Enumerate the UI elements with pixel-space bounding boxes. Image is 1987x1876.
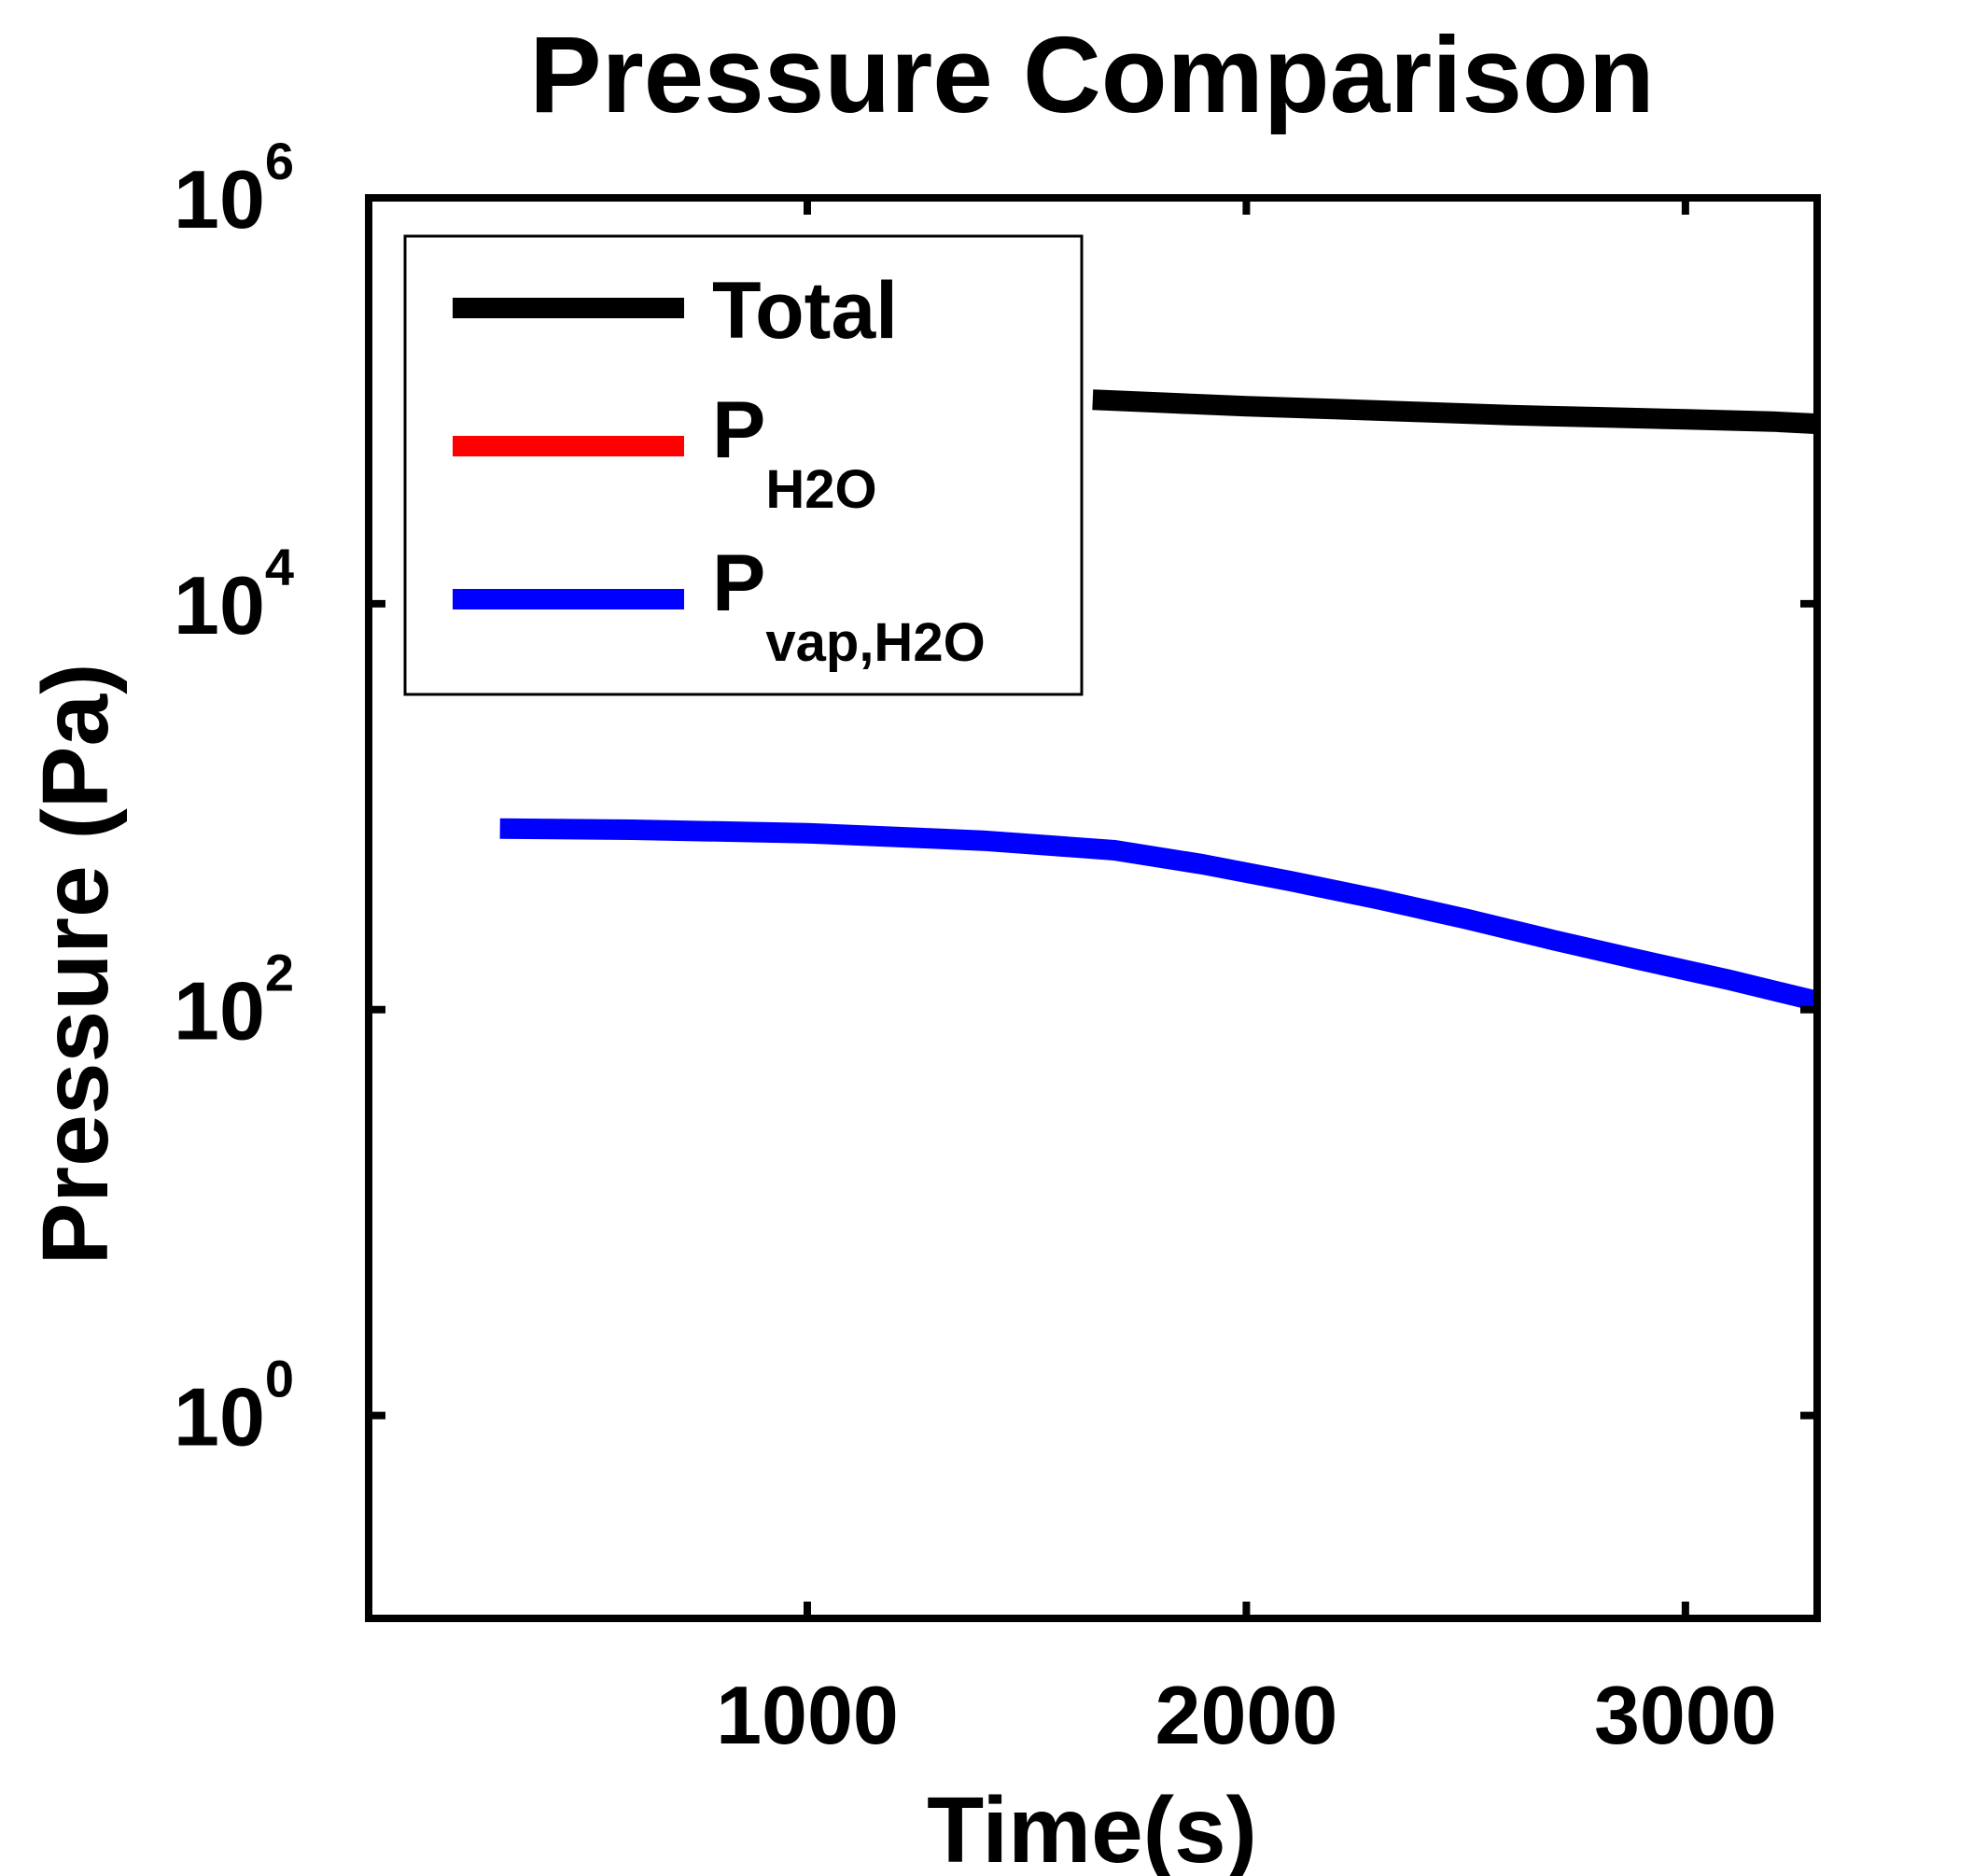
legend-label-total: Total: [712, 266, 898, 356]
series-line-2: [499, 818, 1820, 1012]
y-axis-label: Pressure (Pa): [23, 664, 128, 1266]
y-tick-label-2: 104: [174, 538, 294, 651]
legend-label-pvap-h2o: Pvap,H2O: [712, 539, 986, 673]
y-tick-label-0: 100: [174, 1350, 294, 1463]
x-tick-label-1: 2000: [1155, 1669, 1338, 1761]
y-tick-label-1: 102: [174, 944, 294, 1057]
chart-title: Pressure Comparison: [529, 14, 1655, 135]
legend-item-pvap-h2o: Pvap,H2O: [453, 539, 986, 673]
legend-item-ph2o: PH2O: [453, 385, 877, 520]
series-layer: [499, 389, 1820, 1012]
legend-item-total: Total: [453, 266, 898, 356]
x-tick-label-2: 3000: [1594, 1669, 1777, 1761]
y-tick-label-3: 106: [174, 132, 294, 245]
tick-layer: 1000 2000 3000 100 102 104 106: [174, 132, 1817, 1761]
x-tick-label-0: 1000: [716, 1669, 899, 1761]
plot-frame: [365, 194, 1821, 1622]
legend-label-ph2o: PH2O: [712, 385, 877, 520]
x-axis-label: Time(s): [927, 1778, 1257, 1876]
legend: Total PH2O Pvap,H2O: [403, 234, 1084, 696]
series-line-0: [1092, 389, 1818, 435]
